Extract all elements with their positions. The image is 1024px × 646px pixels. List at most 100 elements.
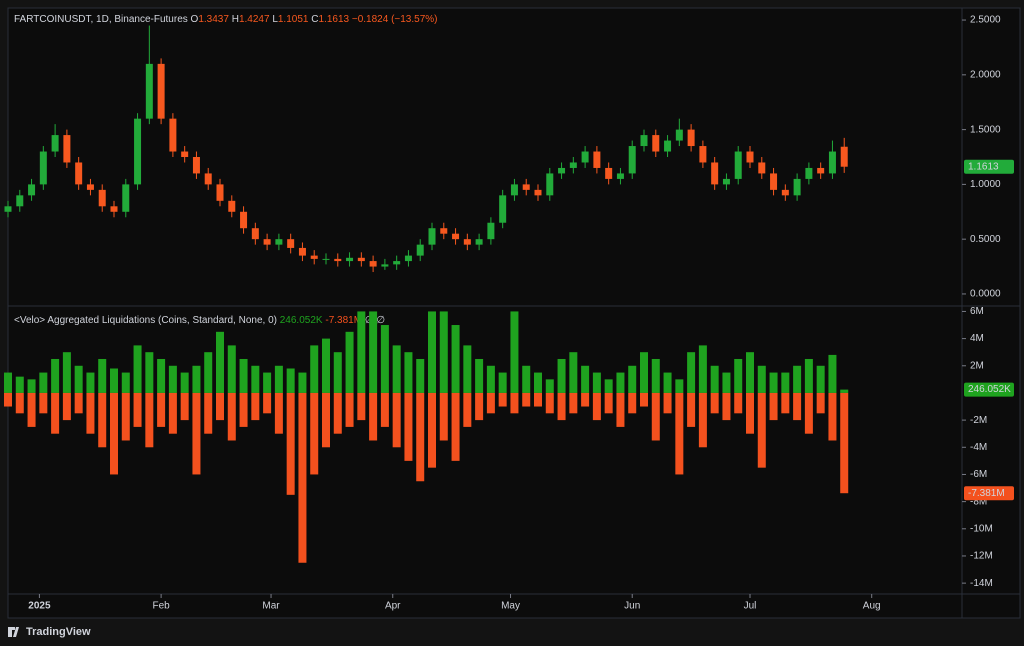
candle-body (39, 151, 47, 185)
bar (404, 392, 413, 461)
y-tick-label: 4M (970, 333, 984, 344)
bar (722, 372, 731, 393)
bar (322, 338, 330, 393)
bar (781, 372, 790, 393)
candle-body (404, 255, 412, 262)
candle-body (817, 167, 825, 174)
bar (274, 392, 283, 434)
bar (39, 392, 48, 414)
bar (86, 392, 95, 434)
ohlc-value: 1.4247 (239, 14, 270, 25)
candle-body (204, 173, 212, 185)
bar (192, 392, 201, 475)
bar (298, 392, 307, 563)
candle-body (652, 135, 660, 152)
ohlc-value: 1.1613 (318, 14, 349, 25)
bar (192, 365, 201, 393)
bar (428, 311, 436, 393)
bar (722, 392, 731, 421)
brand: TradingView (26, 626, 91, 638)
bar (640, 352, 648, 393)
price-tag-label: -7.381M (968, 488, 1005, 499)
candle-body (581, 151, 589, 163)
bar (828, 392, 837, 441)
bar (333, 352, 342, 393)
candle-body (287, 239, 295, 248)
candle-body (192, 157, 200, 174)
x-tick-label: Aug (863, 601, 881, 612)
bar (510, 392, 519, 414)
bar (463, 392, 472, 427)
y-tick-label: -4M (970, 442, 987, 453)
bar (840, 392, 849, 494)
bar (216, 392, 224, 421)
bar (369, 311, 378, 393)
bar (157, 392, 166, 427)
candle-body (346, 257, 354, 262)
bar (345, 331, 354, 393)
price-tag (964, 159, 1014, 174)
bar (157, 358, 166, 393)
bar (804, 392, 813, 434)
bar (628, 365, 637, 393)
bar (27, 379, 36, 393)
candle-body (145, 63, 153, 119)
bar (15, 376, 24, 393)
bar (227, 345, 236, 393)
bar (793, 392, 802, 421)
x-tick-label: Apr (385, 601, 401, 612)
candle-body (569, 162, 577, 168)
bar (510, 311, 519, 393)
candle-body (758, 162, 766, 174)
bar (675, 379, 684, 393)
bar (569, 352, 578, 393)
bar (121, 372, 130, 393)
bar (616, 372, 625, 393)
candle-body (828, 151, 836, 174)
bar (746, 352, 754, 393)
bar (145, 352, 154, 393)
bar (734, 392, 743, 414)
bar (604, 392, 613, 414)
bar (439, 311, 448, 393)
bar (168, 392, 177, 434)
candle-body (770, 173, 778, 190)
bar (428, 392, 436, 468)
bar (286, 392, 295, 495)
bar (640, 392, 648, 407)
candle-body (605, 167, 613, 179)
bar (569, 392, 578, 414)
y-tick-label: 2.5000 (970, 15, 1001, 26)
bar (298, 372, 307, 393)
candle-body (440, 228, 448, 234)
candle-body (558, 167, 566, 174)
ohlc-letter: H (232, 14, 239, 25)
bar (663, 372, 672, 393)
y-tick-label: 1.0000 (970, 179, 1001, 190)
candle-body (546, 173, 554, 196)
bar (74, 392, 83, 414)
ohlc-value: 1.1051 (278, 14, 309, 25)
candle-body (687, 129, 695, 147)
bar (274, 365, 283, 393)
candle-body (369, 261, 377, 267)
bar (545, 392, 554, 414)
bar (133, 345, 142, 393)
bar (663, 392, 672, 414)
bar (675, 392, 684, 475)
symbol: FARTCOINUSDT, 1D, Binance-Futures (14, 14, 188, 25)
bar (180, 392, 189, 421)
candle-body (805, 167, 813, 179)
bar (392, 345, 401, 393)
bar (451, 392, 460, 461)
bar (239, 392, 248, 427)
candle-body (499, 195, 507, 223)
x-tick-label: May (501, 601, 520, 612)
y-tick-label: -8M (970, 496, 987, 507)
price-tag-label: 1.1613 (968, 161, 999, 172)
bar (110, 392, 118, 475)
bar (39, 372, 48, 393)
bar (628, 392, 637, 414)
indicator-legend: <Velo> Aggregated Liquidations (Coins, S… (14, 315, 385, 326)
bar (687, 352, 696, 393)
